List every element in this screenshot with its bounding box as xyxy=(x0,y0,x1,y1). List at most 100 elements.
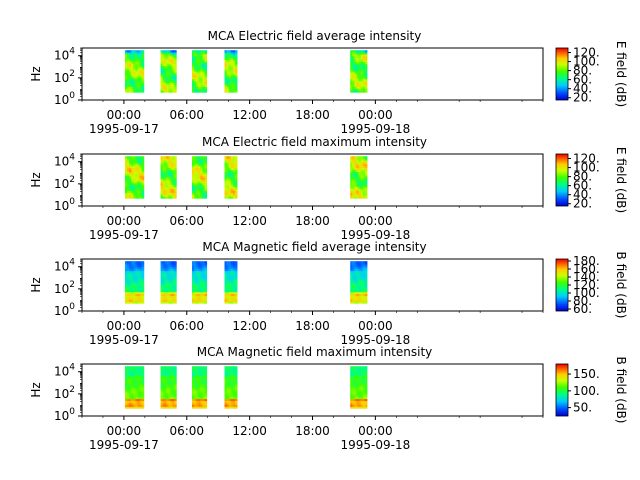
heatmap-cell xyxy=(127,392,130,396)
heatmap-cell xyxy=(139,82,143,86)
heatmap-cell xyxy=(230,67,234,70)
heatmap-cell xyxy=(228,67,232,70)
heatmap-cell xyxy=(354,280,357,283)
heatmap-cell xyxy=(160,289,163,293)
panel-4: MCA Magnetic field maximum intensity1001… xyxy=(29,345,628,452)
heatmap-cell xyxy=(166,266,169,270)
heatmap-cell xyxy=(137,289,141,293)
heatmap-cell xyxy=(131,158,134,161)
heatmap-cell xyxy=(170,188,173,192)
heatmap-cell xyxy=(234,276,238,279)
heatmap-cell xyxy=(200,75,203,78)
heatmap-cell xyxy=(204,394,208,398)
x-tick-date: 1995-09-18 xyxy=(340,228,410,242)
heatmap-cell xyxy=(194,59,197,63)
heatmap-cell xyxy=(224,167,227,170)
heatmap-cell xyxy=(360,291,364,295)
heatmap-cell xyxy=(360,276,364,279)
heatmap-cell xyxy=(192,67,195,70)
heatmap-cell xyxy=(202,261,205,264)
heatmap-cell xyxy=(356,371,359,375)
heatmap-cell xyxy=(204,182,208,186)
heatmap-cell xyxy=(172,179,175,182)
heatmap-cell xyxy=(162,406,165,409)
heatmap-cell xyxy=(172,196,175,199)
heatmap-cell xyxy=(141,196,145,199)
heatmap-cell xyxy=(127,90,130,93)
heatmap-cell xyxy=(129,69,132,72)
heatmap-cell xyxy=(160,377,163,380)
heatmap-cell xyxy=(350,404,353,407)
heatmap-cell xyxy=(230,82,234,86)
heatmap-cell xyxy=(170,67,173,70)
heatmap-cell xyxy=(174,63,177,66)
heatmap-cell xyxy=(200,169,203,172)
heatmap-cell xyxy=(141,156,145,159)
heatmap-cell xyxy=(160,375,163,379)
heatmap-cell xyxy=(196,391,199,394)
data-block xyxy=(224,261,238,304)
heatmap-cell xyxy=(360,280,364,283)
heatmap-cell xyxy=(204,368,208,371)
heatmap-cell xyxy=(352,171,355,174)
heatmap-cell xyxy=(360,387,364,390)
heatmap-cell xyxy=(196,54,199,57)
heatmap-cell xyxy=(198,73,201,76)
heatmap-cell xyxy=(170,297,173,300)
heatmap-cell xyxy=(350,295,353,298)
heatmap-cell xyxy=(356,73,359,76)
heatmap-cell xyxy=(352,61,355,64)
heatmap-cell xyxy=(196,293,199,297)
heatmap-cell xyxy=(232,394,236,398)
heatmap-cell xyxy=(224,177,227,180)
heatmap-cell xyxy=(139,161,143,165)
heatmap-cell xyxy=(162,67,165,70)
heatmap-cell xyxy=(224,86,227,89)
heatmap-cell xyxy=(131,184,134,188)
heatmap-cell xyxy=(160,167,163,170)
colorbar xyxy=(555,258,569,312)
heatmap-cell xyxy=(228,272,232,275)
heatmap-cell xyxy=(226,88,230,91)
heatmap-cell xyxy=(358,394,362,398)
heatmap-cell xyxy=(124,366,128,369)
heatmap-cell xyxy=(354,400,357,403)
heatmap-cell xyxy=(354,406,357,409)
heatmap-cell xyxy=(354,190,357,193)
heatmap-cell xyxy=(364,55,368,59)
heatmap-cell xyxy=(194,52,197,55)
heatmap-cell xyxy=(352,286,355,289)
heatmap-cell xyxy=(356,82,359,86)
heatmap-cell xyxy=(230,276,234,279)
heatmap-cell xyxy=(202,272,205,275)
heatmap-cell xyxy=(356,192,359,195)
heatmap-cell xyxy=(192,192,195,195)
heatmap-cell xyxy=(228,63,232,66)
heatmap-cell xyxy=(168,295,171,298)
heatmap-cell xyxy=(198,274,201,277)
heatmap-cell xyxy=(202,284,205,287)
heatmap-cell xyxy=(350,82,353,86)
heatmap-cell xyxy=(124,184,128,188)
heatmap-cell xyxy=(135,272,138,275)
heatmap-cell xyxy=(196,173,199,176)
heatmap-cell xyxy=(360,400,364,403)
heatmap-cell xyxy=(127,295,130,298)
heatmap-cell xyxy=(162,377,165,380)
heatmap-cell xyxy=(137,188,141,192)
heatmap-cell xyxy=(127,188,130,192)
heatmap-cell xyxy=(232,266,236,270)
heatmap-cell xyxy=(137,375,141,379)
heatmap-cell xyxy=(230,54,234,57)
heatmap-cell xyxy=(194,375,197,379)
heatmap-cell xyxy=(232,194,236,197)
heatmap-cell xyxy=(230,61,234,64)
heatmap-cell xyxy=(354,57,357,61)
heatmap-cell xyxy=(141,379,145,382)
heatmap-cell xyxy=(354,63,357,66)
heatmap-cell xyxy=(194,61,197,64)
heatmap-cell xyxy=(224,50,227,53)
heatmap-cell xyxy=(168,67,171,70)
heatmap-cell xyxy=(127,370,130,373)
heatmap-cell xyxy=(133,379,136,382)
